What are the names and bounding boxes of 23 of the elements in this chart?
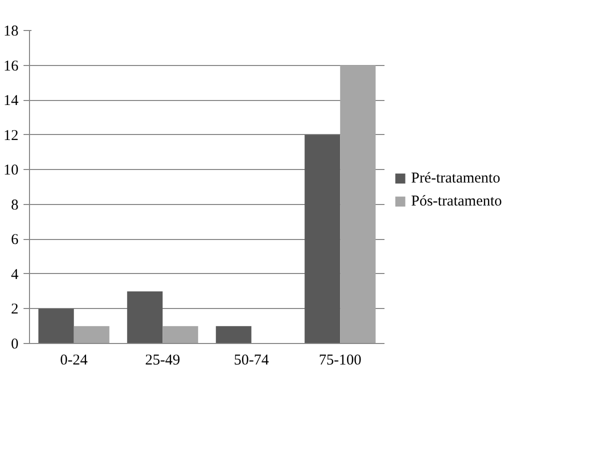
y-tick-label: 8 — [11, 197, 18, 214]
x-tick-label: 0-24 — [60, 352, 88, 368]
y-tick-label: 16 — [4, 58, 19, 74]
bar — [162, 326, 198, 344]
bar — [216, 326, 252, 344]
y-tick-label: 6 — [11, 232, 19, 248]
bar — [304, 134, 340, 344]
y-tick-label: 0 — [11, 336, 18, 352]
bar — [74, 326, 110, 344]
y-tick-label: 4 — [11, 266, 19, 283]
x-tick-label: 25-49 — [145, 352, 180, 368]
y-tick-label: 14 — [4, 93, 19, 110]
legend-label: Pós-tratamento — [411, 194, 502, 210]
y-tick-label: 2 — [11, 302, 18, 318]
y-tick-label: 10 — [4, 162, 18, 179]
legend-label: Pré-tratamento — [411, 170, 500, 187]
y-tick-label: 18 — [4, 24, 18, 40]
x-tick-label: 75-100 — [318, 352, 362, 368]
bar — [38, 308, 74, 344]
x-tick-label: 50-74 — [234, 352, 270, 368]
bar — [340, 65, 376, 344]
bar — [127, 291, 163, 344]
y-tick-label: 12 — [4, 128, 18, 144]
